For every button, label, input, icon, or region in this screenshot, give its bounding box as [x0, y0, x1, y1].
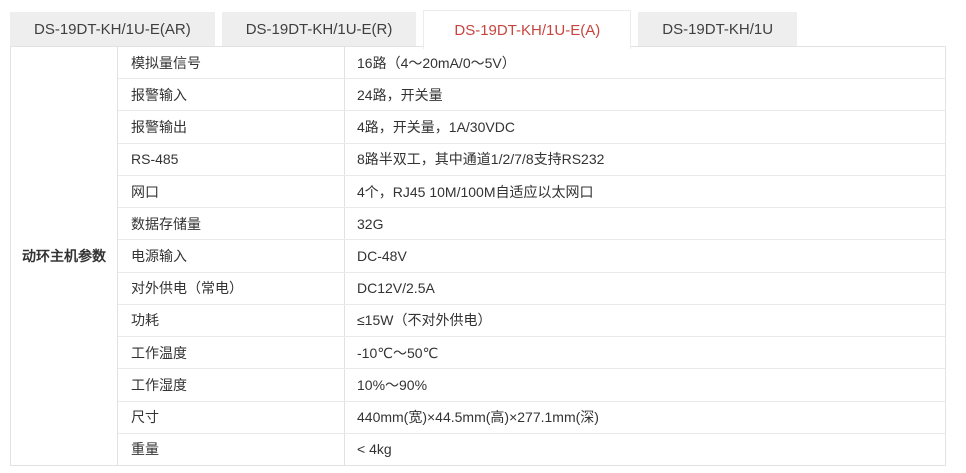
- value-cell: 32G: [344, 208, 945, 240]
- param-cell: 功耗: [131, 312, 159, 329]
- tab-ds-19dt-kh-1u[interactable]: DS-19DT-KH/1U: [638, 12, 798, 46]
- param-cell: 重量: [131, 441, 159, 458]
- table-row: 报警输入 24路，开关量: [118, 79, 945, 112]
- param-cell: 模拟量信号: [131, 54, 201, 71]
- table-row: 尺寸 440mm(宽)×44.5mm(高)×277.1mm(深): [118, 401, 945, 434]
- tab-ds-19dt-kh-1u-e-a-active[interactable]: DS-19DT-KH/1U-E(A): [423, 10, 632, 49]
- table-row: 工作湿度 10%～90%: [118, 369, 945, 402]
- value-cell: DC12V/2.5A: [344, 272, 945, 304]
- spec-table: 动环主机参数 模拟量信号 16路（4～20mA/0～5V） 报警输入 24路，开…: [10, 46, 946, 466]
- table-row: 电源输入 DC-48V: [118, 240, 945, 273]
- value-cell: -10℃～50℃: [344, 337, 945, 369]
- param-cell: 尺寸: [131, 409, 159, 426]
- table-row: 对外供电（常电） DC12V/2.5A: [118, 272, 945, 305]
- param-cell: 报警输出: [131, 119, 187, 136]
- table-row: RS-485 8路半双工，其中通道1/2/7/8支持RS232: [118, 143, 945, 176]
- value-cell: 4个，RJ45 10M/100M自适应以太网口: [344, 175, 945, 208]
- table-row: 重量 < 4kg: [118, 433, 945, 466]
- value-cell: DC-48V: [344, 240, 945, 272]
- param-cell: 数据存储量: [131, 215, 201, 232]
- tab-ds-19dt-kh-1u-e-ar[interactable]: DS-19DT-KH/1U-E(AR): [10, 12, 215, 46]
- param-cell: RS-485: [131, 151, 179, 168]
- spec-rows: 模拟量信号 16路（4～20mA/0～5V） 报警输入 24路，开关量 报警输出…: [118, 47, 945, 466]
- param-cell: 电源输入: [131, 248, 187, 265]
- value-cell: 4路，开关量，1A/30VDC: [344, 111, 945, 143]
- value-cell: 16路（4～20mA/0～5V）: [344, 47, 945, 79]
- tab-ds-19dt-kh-1u-e-r[interactable]: DS-19DT-KH/1U-E(R): [221, 12, 417, 46]
- param-cell: 对外供电（常电）: [131, 280, 243, 297]
- value-cell: 24路，开关量: [344, 79, 945, 111]
- table-row: 数据存储量 32G: [118, 208, 945, 241]
- value-cell: 10%～90%: [344, 369, 945, 401]
- model-tab-bar: DS-19DT-KH/1U-E(AR) DS-19DT-KH/1U-E(R) D…: [10, 10, 966, 49]
- value-cell: < 4kg: [344, 433, 945, 466]
- value-cell: 8路半双工，其中通道1/2/7/8支持RS232: [344, 143, 945, 175]
- param-cell: 报警输入: [131, 86, 187, 103]
- table-row: 模拟量信号 16路（4～20mA/0～5V）: [118, 47, 945, 80]
- param-cell: 工作湿度: [131, 376, 187, 393]
- table-row: 报警输出 4路，开关量，1A/30VDC: [118, 111, 945, 144]
- value-cell: ≤15W（不对外供电）: [344, 304, 945, 337]
- param-cell: 工作温度: [131, 344, 187, 361]
- spec-group-label: 动环主机参数: [11, 47, 118, 465]
- table-row: 工作温度 -10℃～50℃: [118, 337, 945, 370]
- table-row: 网口 4个，RJ45 10M/100M自适应以太网口: [118, 175, 945, 209]
- value-cell: 440mm(宽)×44.5mm(高)×277.1mm(深): [344, 401, 945, 433]
- table-row: 功耗 ≤15W（不对外供电）: [118, 304, 945, 338]
- param-cell: 网口: [131, 183, 159, 200]
